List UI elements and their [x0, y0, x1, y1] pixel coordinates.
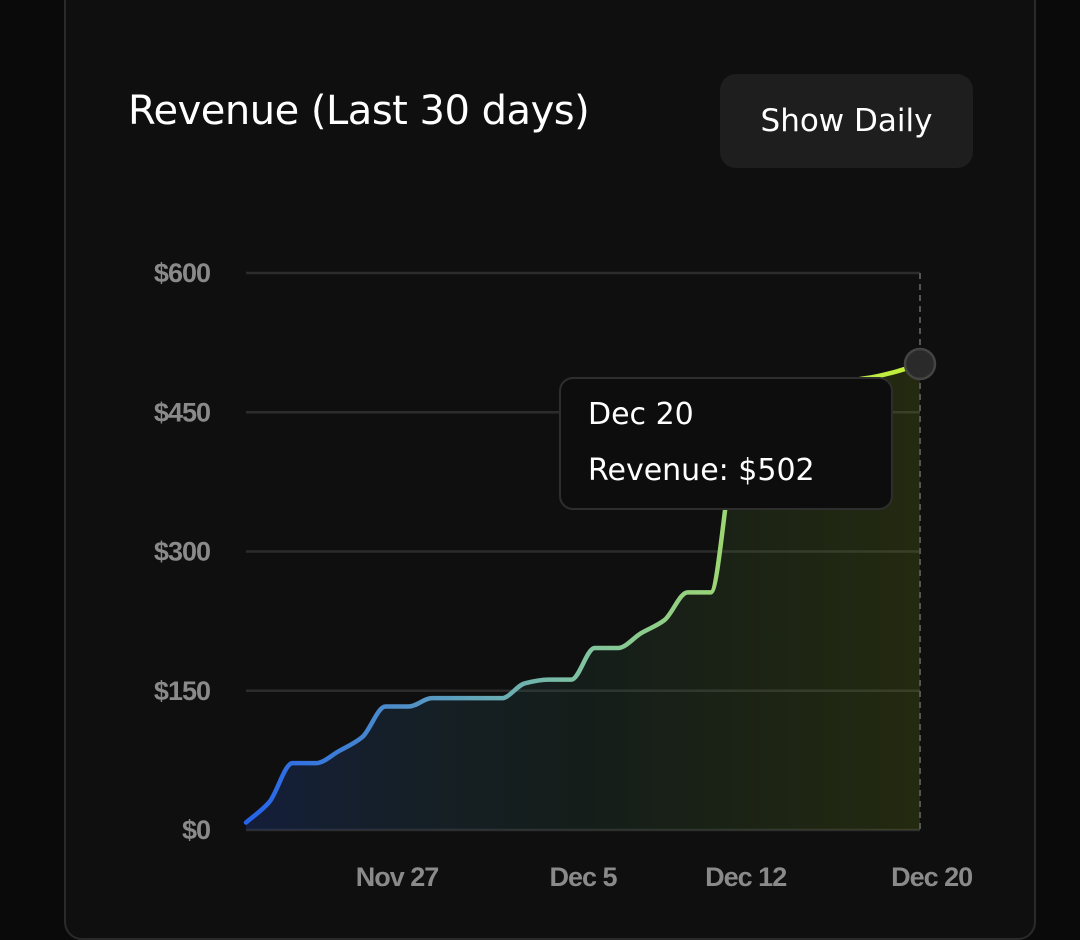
- revenue-chart[interactable]: $0 $150 $300 $450 $600 Nov 27 Dec 5 Dec 12 Dec …: [0, 0, 1080, 915]
- y-tick-label: $450: [154, 397, 210, 427]
- chart-title: Revenue (Last 30 days): [128, 88, 590, 134]
- tooltip-date: Dec 20: [588, 397, 694, 432]
- data-point: [313, 760, 319, 766]
- data-point: [429, 695, 435, 701]
- y-tick-label: $600: [154, 258, 210, 288]
- y-tick-label: $150: [154, 676, 210, 706]
- data-point: [452, 695, 458, 701]
- x-axis: Nov 27 Dec 5 Dec 12 Dec 20: [356, 862, 973, 892]
- data-point: [266, 799, 272, 805]
- tooltip-value: Revenue: $502: [588, 453, 815, 488]
- data-point: [336, 748, 342, 754]
- highlight-point[interactable]: [903, 347, 937, 381]
- data-point: [475, 695, 481, 701]
- data-point: [243, 820, 249, 826]
- show-daily-button[interactable]: Show Daily: [720, 74, 973, 168]
- data-point: [406, 704, 412, 710]
- x-tick-label: Dec 12: [705, 862, 786, 892]
- y-axis: $0 $150 $300 $450 $600: [154, 258, 211, 845]
- y-tick-label: $300: [154, 537, 210, 567]
- data-point: [499, 695, 505, 701]
- data-point: [522, 680, 528, 686]
- x-tick-label: Dec 5: [549, 862, 617, 892]
- data-point: [382, 704, 388, 710]
- data-point: [289, 760, 295, 766]
- data-point: [894, 368, 900, 374]
- data-point: [359, 734, 365, 740]
- data-point: [568, 677, 574, 683]
- data-point: [545, 677, 551, 683]
- x-tick-label: Nov 27: [356, 862, 439, 892]
- x-tick-label: Dec 20: [891, 862, 972, 892]
- data-point: [661, 617, 667, 623]
- data-point: [592, 645, 598, 651]
- y-tick-label: $0: [182, 815, 210, 845]
- data-point: [708, 589, 714, 595]
- chart-tooltip: Dec 20 Revenue: $502: [559, 377, 893, 510]
- data-point: [638, 630, 644, 636]
- data-point: [615, 645, 621, 651]
- data-point: [685, 589, 691, 595]
